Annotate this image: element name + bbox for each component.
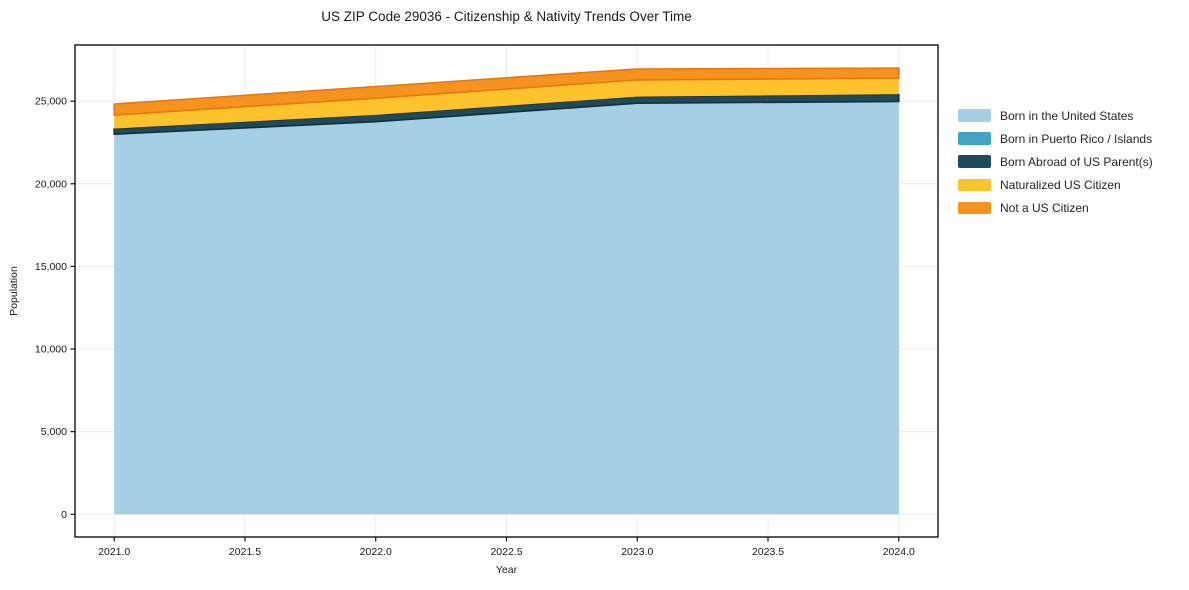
legend-item-born-in-puerto-rico-islands: Born in Puerto Rico / Islands bbox=[958, 127, 1153, 150]
area-not-a-us-citizen bbox=[113, 67, 900, 116]
y-axis-label: Population bbox=[8, 266, 20, 316]
y-tick-label: 10,000 bbox=[35, 344, 67, 356]
x-tick-label: 2022.0 bbox=[360, 546, 392, 558]
legend-item-naturalized-us-citizen: Naturalized US Citizen bbox=[958, 173, 1153, 196]
x-tick-label: 2024.0 bbox=[883, 546, 915, 558]
y-tick-label: 0 bbox=[61, 509, 67, 521]
x-tick-label: 2021.0 bbox=[98, 546, 130, 558]
legend-swatch-born-in-puerto-rico-islands bbox=[958, 132, 991, 145]
area-naturalized-us-citizen bbox=[114, 78, 899, 129]
legend-item-born-abroad-of-us-parent-s: Born Abroad of US Parent(s) bbox=[958, 150, 1153, 173]
x-tick-label: 2023.0 bbox=[621, 546, 653, 558]
legend-item-not-a-us-citizen: Not a US Citizen bbox=[958, 196, 1153, 219]
legend-swatch-born-in-the-united-states bbox=[958, 109, 991, 122]
legend-label: Born in Puerto Rico / Islands bbox=[1000, 131, 1153, 146]
legend-swatch-naturalized-us-citizen bbox=[958, 178, 991, 192]
legend-label: Born in the United States bbox=[1000, 108, 1134, 123]
y-tick-label: 15,000 bbox=[35, 261, 67, 273]
legend-label: Naturalized US Citizen bbox=[1000, 177, 1121, 192]
x-axis-label: Year bbox=[495, 564, 518, 576]
legend-swatch-not-a-us-citizen bbox=[958, 201, 991, 215]
x-tick-label: 2023.5 bbox=[752, 546, 784, 558]
legend-label: Born Abroad of US Parent(s) bbox=[1000, 154, 1153, 169]
area-born-abroad-of-us-parent-s bbox=[113, 93, 900, 135]
area-born-in-the-united-states bbox=[114, 101, 899, 515]
legend-label: Not a US Citizen bbox=[1000, 200, 1089, 215]
chart-title: US ZIP Code 29036 - Citizenship & Nativi… bbox=[321, 9, 692, 24]
x-tick-label: 2022.5 bbox=[490, 546, 522, 558]
x-tick-label: 2021.5 bbox=[229, 546, 261, 558]
y-tick-label: 25,000 bbox=[35, 96, 67, 108]
y-tick-label: 5,000 bbox=[41, 426, 67, 438]
y-tick-label: 20,000 bbox=[35, 178, 67, 190]
legend-swatch-born-abroad-of-us-parent-s bbox=[958, 155, 991, 168]
legend: Born in the United States Born in Puerto … bbox=[958, 104, 1153, 219]
legend-item-born-in-the-united-states: Born in the United States bbox=[958, 104, 1153, 127]
